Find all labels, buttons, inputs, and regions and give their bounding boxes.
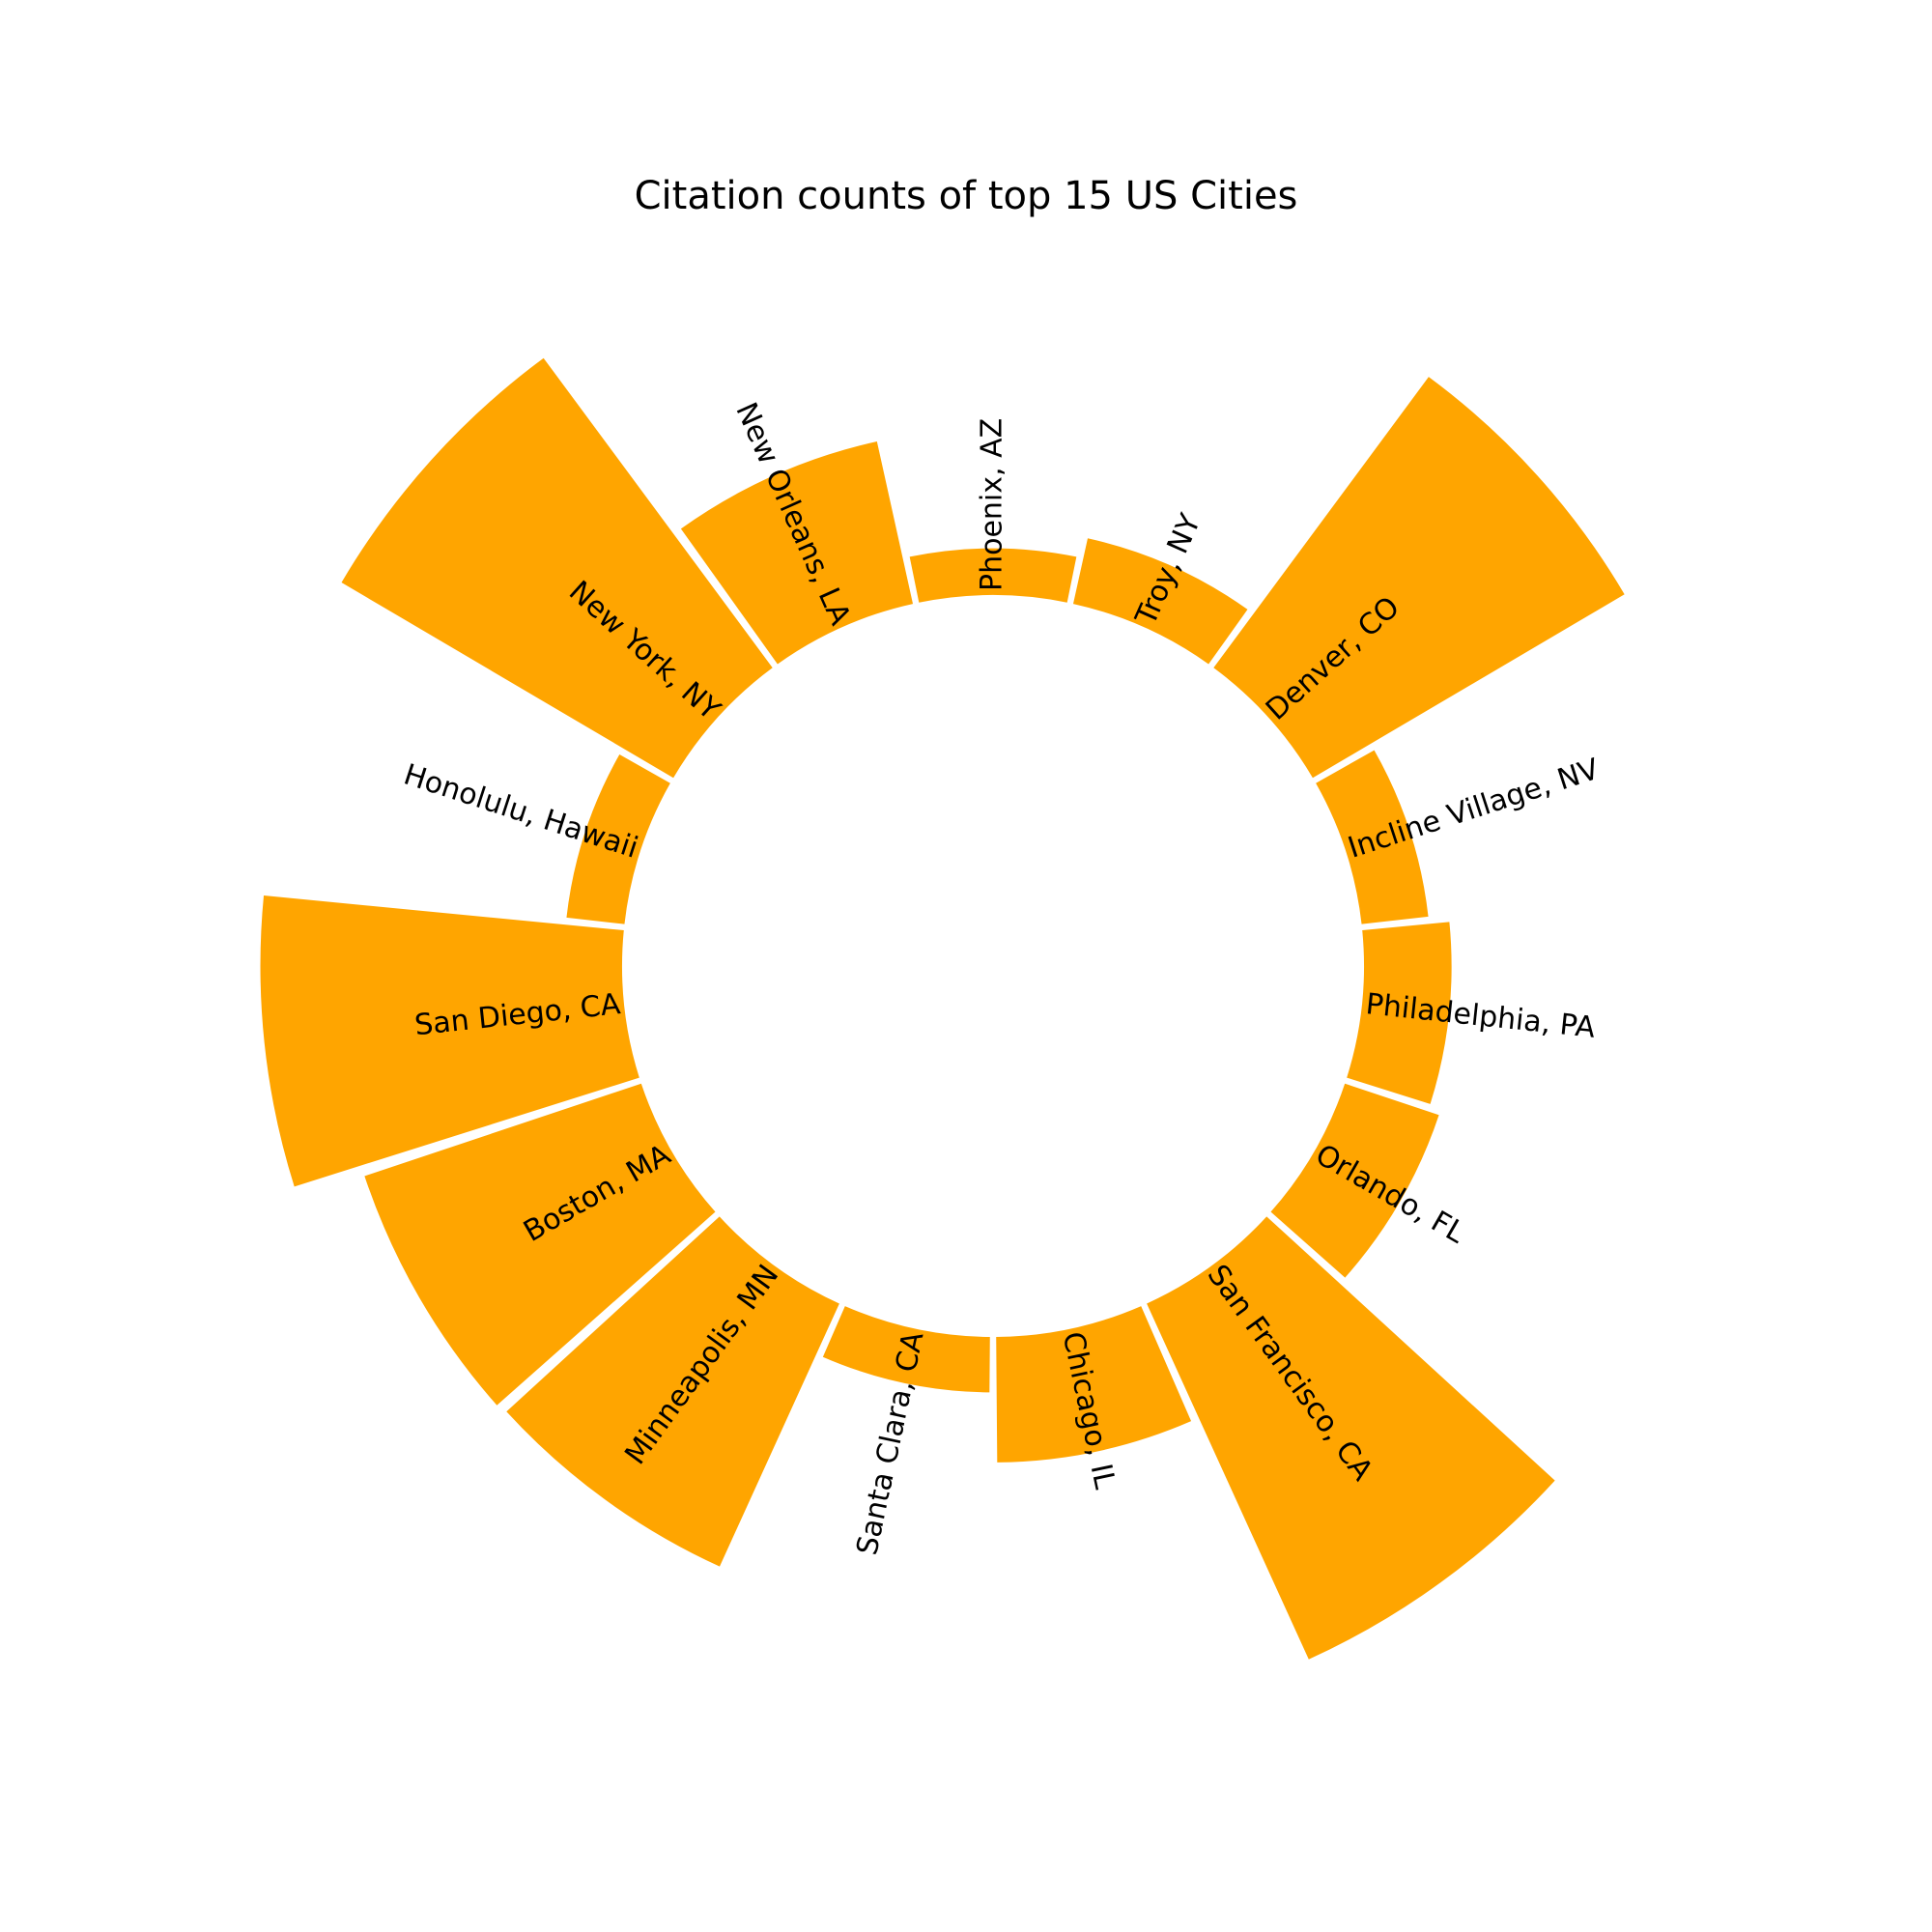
bar-new-orleans-la [680,441,914,665]
bar-chicago-il [996,1306,1192,1463]
bar-incline-village-nv [1316,750,1429,924]
bar-san-francisco-ca [1147,1216,1555,1660]
bars-layer [260,357,1625,1660]
bar-troy-ny [1072,538,1248,665]
bar-phoenix-az [909,548,1077,603]
bar-denver-co [1213,377,1625,779]
bar-boston-ma [364,1083,716,1406]
bar-minneapolis-mn [506,1216,839,1567]
bar-new-york-ny [341,357,773,779]
bar-honolulu-hawaii [566,754,670,924]
bar-philadelphia-pa [1347,922,1452,1104]
label-phoenix-az: Phoenix, AZ [976,418,1009,591]
bar-san-diego-ca [260,895,639,1187]
chart-title: Citation counts of top 15 US Cities [634,174,1298,218]
bar-santa-clara-ca [822,1306,990,1393]
bar-orlando-fl [1270,1083,1439,1278]
